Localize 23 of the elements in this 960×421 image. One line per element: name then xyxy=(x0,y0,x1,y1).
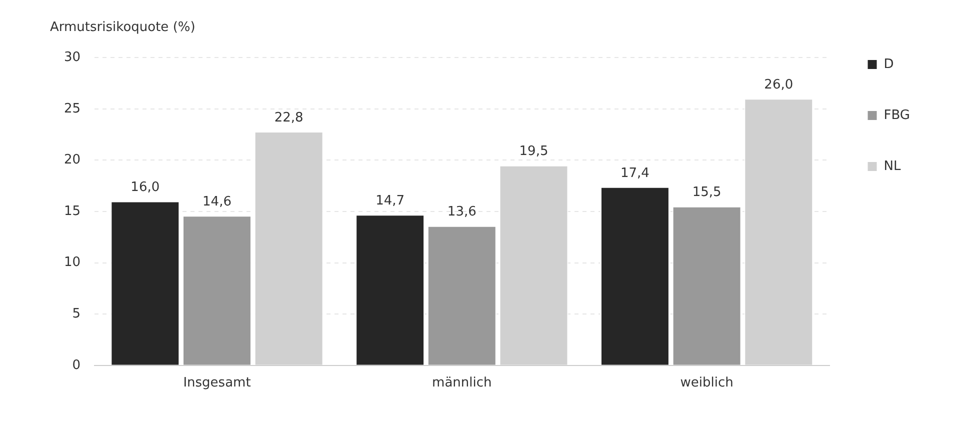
data-label: 13,6 xyxy=(447,204,476,220)
y-tick-label: 0 xyxy=(72,358,81,373)
data-label: 22,8 xyxy=(274,110,304,126)
x-tick-label: weiblich xyxy=(680,376,734,391)
legend-label: FBG xyxy=(884,108,910,123)
data-label: 15,5 xyxy=(692,185,722,200)
data-label: 26,0 xyxy=(764,78,794,93)
y-tick-label: 15 xyxy=(64,204,81,219)
y-axis-title: Armutsrisikoquote (%) xyxy=(50,20,196,36)
y-tick-label: 20 xyxy=(64,152,81,168)
y-tick-label: 5 xyxy=(72,306,81,322)
legend-label: NL xyxy=(884,158,902,174)
data-label: 16,0 xyxy=(130,180,160,196)
x-tick-label: Insgesamt xyxy=(183,376,251,391)
legend-label: D xyxy=(884,56,894,72)
data-label: 14,7 xyxy=(376,193,405,208)
data-label: 14,6 xyxy=(202,194,232,210)
y-tick-label: 10 xyxy=(64,255,81,270)
data-label: 19,5 xyxy=(519,144,548,160)
y-tick-label: 25 xyxy=(64,101,81,116)
y-tick-label: 30 xyxy=(64,50,81,65)
x-tick-label: männlich xyxy=(432,376,492,391)
data-label: 17,4 xyxy=(620,166,650,181)
